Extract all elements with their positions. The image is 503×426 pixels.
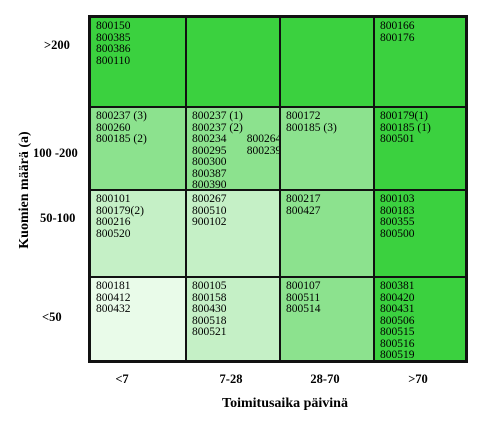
product-code: 800420 (380, 291, 415, 304)
product-code: 800510 (192, 204, 227, 217)
product-code: 800412 (96, 291, 131, 304)
product-code: 800267 (192, 193, 227, 205)
product-code: 800295 (192, 144, 227, 157)
product-code: 800387 (192, 167, 227, 180)
product-code: 800237 (1) (192, 110, 243, 122)
matrix-cell-r2-c1: 800267 800510 900102 (186, 190, 280, 277)
product-code: 800431 (380, 303, 415, 315)
row-label-50-100: 50-100 (40, 211, 76, 225)
matrix-cell-r1-c3: 800179(1) 800185 (1) 800501 (374, 107, 466, 190)
product-code: 800501 (380, 133, 415, 145)
delivery-matrix: 800150 800385 800386 800110 800166 800176 8002… (88, 15, 468, 363)
product-code: 800234 (192, 133, 227, 145)
product-code: 800521 (192, 326, 227, 338)
y-axis-title: Kuomien määrä (a) (17, 131, 32, 249)
product-code: 800519 (380, 349, 415, 361)
product-code: 800172 (286, 110, 321, 122)
product-code: 800166 (380, 20, 415, 32)
product-code: 800506 (380, 314, 415, 327)
matrix-cell-r3-c1: 800105 800158 800430 800518 800521 (186, 277, 280, 361)
product-code: 900102 (192, 216, 227, 228)
product-code: 800511 (286, 291, 321, 304)
row-label-over-200: >200 (44, 38, 70, 52)
matrix-cell-r2-c2: 800217 800427 (280, 190, 374, 277)
matrix-cell-r1-c1: 800237 (1) 800237 (2) 800234 800295 800300 80… (186, 107, 280, 190)
product-code: 800150 (96, 20, 131, 32)
row-label-under-50: <50 (42, 310, 62, 324)
matrix-cell-r3-c2: 800107 800511 800514 (280, 277, 374, 361)
product-code: 800185 (2) (96, 133, 147, 145)
product-code: 800216 (96, 216, 131, 228)
product-code: 800237 (2) (192, 121, 243, 134)
product-code: 800185 (3) (286, 121, 337, 134)
matrix-cell-r1-c0: 800237 (3) 800260 800185 (2) (90, 107, 186, 190)
product-code: 800518 (192, 314, 227, 327)
col-label-under-7: <7 (115, 372, 129, 386)
matrix-cell-r1-c2: 800172 800185 (3) (280, 107, 374, 190)
matrix-cell-r0-c1 (186, 17, 280, 107)
product-code: 800500 (380, 227, 415, 240)
product-code: 800516 (380, 337, 415, 350)
col-label-7-28: 7-28 (219, 372, 243, 386)
product-code: 800385 (96, 31, 131, 44)
product-code: 800237 (3) (96, 110, 147, 122)
x-axis-title: Toimitusaika päivinä (222, 396, 348, 411)
product-code: 800185 (1) (380, 121, 431, 134)
product-code: 800103 (380, 193, 415, 205)
product-code: 800432 (96, 303, 131, 315)
matrix-cell-r0-c2 (280, 17, 374, 107)
product-code: 800514 (286, 303, 321, 315)
product-code: 800217 (286, 193, 321, 205)
product-code: 800390 (192, 179, 227, 190)
product-code: 800110 (96, 54, 131, 67)
matrix-cell-r2-c3: 800103 800183 800355 800500 (374, 190, 466, 277)
product-code: 800105 (192, 280, 227, 292)
product-code: 800300 (192, 156, 227, 168)
product-code: 800260 (96, 121, 131, 134)
product-code: 800107 (286, 280, 321, 292)
col-label-over-70: >70 (408, 372, 428, 386)
product-code: 800427 (286, 204, 321, 217)
matrix-cell-r2-c0: 800101 800179(2) 800216 800520 (90, 190, 186, 277)
matrix-cell-r0-c0: 800150 800385 800386 800110 (90, 17, 186, 107)
matrix-cell-r0-c3: 800166 800176 (374, 17, 466, 107)
product-code: 800386 (96, 43, 131, 55)
product-code: 800158 (192, 291, 227, 304)
product-code: 800101 (96, 193, 131, 205)
product-code: 800520 (96, 227, 131, 240)
product-code: 800239 (246, 144, 280, 157)
product-code: 800381 (380, 280, 415, 292)
product-code: 800515 (380, 326, 415, 338)
matrix-cell-r3-c0: 800181 800412 800432 (90, 277, 186, 361)
product-code: 800264 (246, 133, 280, 145)
product-code: 800181 (96, 280, 131, 292)
matrix-cell-r3-c3: 800381 800420 800431 800506 800515 800516 8005… (374, 277, 466, 361)
product-code: 800179(1) (380, 110, 428, 122)
col-label-28-70: 28-70 (310, 372, 340, 386)
product-code: 800176 (380, 31, 415, 44)
product-code: 800355 (380, 216, 415, 228)
product-code: 800183 (380, 204, 415, 217)
product-code: 800179(2) (96, 204, 144, 217)
row-label-100-200: 100 -200 (33, 146, 78, 160)
product-code: 800430 (192, 303, 227, 315)
